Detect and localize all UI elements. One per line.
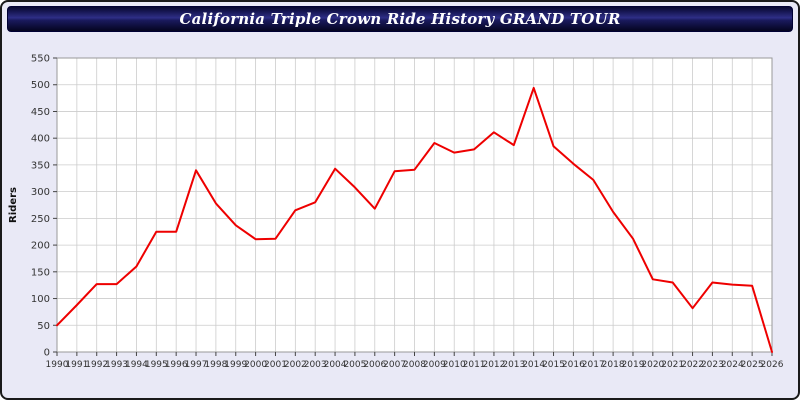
svg-text:50: 50: [37, 321, 50, 332]
chart-title: California Triple Crown Ride History GRA…: [179, 10, 621, 28]
svg-text:1992: 1992: [85, 360, 108, 370]
svg-text:0: 0: [44, 348, 50, 359]
svg-text:1995: 1995: [145, 360, 168, 370]
axis-ticks: [53, 57, 773, 356]
svg-text:2023: 2023: [701, 360, 724, 370]
svg-text:2002: 2002: [284, 360, 307, 370]
svg-text:2006: 2006: [363, 360, 386, 370]
svg-text:100: 100: [31, 294, 50, 305]
svg-text:2005: 2005: [343, 360, 366, 370]
chart-canvas: 0501001502002503003504004505005501990199…: [8, 54, 784, 371]
svg-text:2020: 2020: [641, 360, 664, 370]
svg-text:1994: 1994: [125, 360, 148, 370]
svg-text:1990: 1990: [46, 360, 69, 370]
svg-text:2008: 2008: [403, 360, 426, 370]
svg-text:450: 450: [31, 107, 50, 118]
svg-text:300: 300: [31, 187, 50, 198]
svg-text:550: 550: [31, 54, 50, 65]
svg-text:200: 200: [31, 241, 50, 252]
svg-text:2021: 2021: [661, 360, 684, 370]
svg-text:2009: 2009: [423, 360, 446, 370]
svg-text:2012: 2012: [482, 360, 505, 370]
svg-text:2001: 2001: [264, 360, 287, 370]
svg-text:2014: 2014: [522, 360, 545, 370]
svg-text:1998: 1998: [204, 360, 227, 370]
x-axis-tick-labels: 1990199119921993199419951996199719981999…: [46, 360, 784, 370]
svg-text:2016: 2016: [562, 360, 585, 370]
svg-text:2024: 2024: [721, 360, 744, 370]
svg-text:2019: 2019: [622, 360, 645, 370]
title-bar: California Triple Crown Ride History GRA…: [7, 6, 793, 32]
svg-text:400: 400: [31, 134, 50, 145]
riders-series-line: [56, 86, 773, 353]
svg-text:1999: 1999: [224, 360, 247, 370]
svg-text:250: 250: [31, 214, 50, 225]
svg-text:2022: 2022: [681, 360, 704, 370]
svg-text:2000: 2000: [244, 360, 267, 370]
svg-text:2004: 2004: [324, 360, 347, 370]
svg-text:350: 350: [31, 160, 50, 171]
svg-text:2026: 2026: [761, 360, 784, 370]
svg-text:2015: 2015: [542, 360, 565, 370]
svg-text:1991: 1991: [65, 360, 88, 370]
chart-area: 0 50 100 150 200 250 300 350 400 450 500 550 1990 199…: [2, 38, 798, 398]
grid-lines: [56, 57, 773, 353]
y-axis-tick-labels: 0 50 100 150 200 250 300 350 400 450 500 550: [31, 54, 50, 359]
svg-text:500: 500: [31, 80, 50, 91]
svg-text:1996: 1996: [165, 360, 188, 370]
svg-text:2011: 2011: [463, 360, 486, 370]
svg-text:2025: 2025: [741, 360, 764, 370]
svg-text:2003: 2003: [304, 360, 327, 370]
svg-text:2007: 2007: [383, 360, 406, 370]
svg-text:1993: 1993: [105, 360, 128, 370]
svg-text:2013: 2013: [502, 360, 525, 370]
svg-text:2018: 2018: [602, 360, 625, 370]
svg-text:1997: 1997: [185, 360, 208, 370]
svg-text:2010: 2010: [443, 360, 466, 370]
svg-text:150: 150: [31, 267, 50, 278]
y-axis-title: Riders: [8, 187, 19, 223]
svg-text:2017: 2017: [582, 360, 605, 370]
